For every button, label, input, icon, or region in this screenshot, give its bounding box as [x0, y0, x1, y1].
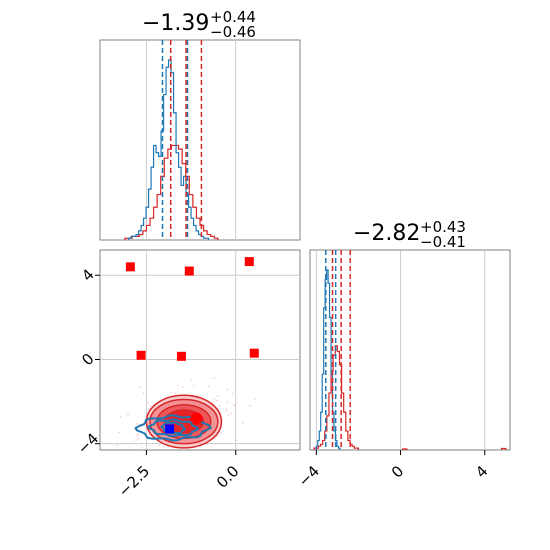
joint-sample-point	[134, 439, 137, 441]
param2-x-label-0: −4	[295, 462, 323, 490]
joint-markers	[125, 257, 259, 434]
joint-y-label-1: 0	[78, 350, 97, 369]
joint-sample-point	[227, 414, 230, 416]
param2-title-minus: −0.41	[420, 233, 466, 251]
joint-y-ticks: −4 0 4	[74, 266, 102, 458]
joint-sample-point	[137, 437, 139, 440]
joint-contour-blue-1	[147, 418, 199, 438]
joint-sample-point	[216, 399, 218, 402]
joint-contour-blue-0	[160, 421, 187, 435]
joint-sample-point	[211, 401, 214, 404]
joint-marker-6	[190, 412, 203, 425]
joint-sample-point	[213, 398, 216, 400]
joint-x-label-1: 0.0	[213, 462, 243, 492]
joint-sample-point	[249, 404, 252, 407]
joint-sample-point	[127, 414, 129, 416]
param1-quantile-lines	[161, 40, 203, 240]
joint-sample-point	[158, 444, 161, 447]
param1-title-plus: +0.44	[210, 8, 256, 26]
joint-sample-point	[216, 395, 219, 397]
joint-sample-point	[234, 404, 236, 407]
param1-histogram-blue	[127, 59, 210, 240]
joint-sample-point	[225, 410, 228, 413]
joint-sample-point	[225, 408, 228, 411]
param2-x-label-2: 4	[472, 462, 491, 481]
joint-sample-point	[142, 392, 145, 395]
param2-title: −2.82	[353, 221, 420, 246]
joint-sample-point	[136, 422, 139, 425]
joint-sample-point	[230, 412, 232, 415]
joint-panel: −2.5 0.0 −4 0 4	[74, 249, 301, 501]
joint-sample-point	[147, 402, 150, 405]
joint-marker-4	[176, 351, 186, 361]
param1-title-minus: −0.46	[210, 23, 256, 41]
joint-sample-point	[174, 392, 177, 395]
joint-marker-1	[184, 266, 194, 276]
param2-histogram-frame	[309, 249, 511, 451]
joint-sample-point	[140, 446, 143, 449]
joint-marker-5	[249, 348, 259, 358]
param1-histogram-panel: −1.39 +0.44 −0.46	[99, 8, 301, 241]
param2-quantile-lines	[325, 250, 351, 450]
joint-sample-point	[192, 384, 195, 387]
joint-sample-point	[148, 445, 151, 447]
joint-sample-point	[226, 401, 228, 404]
param2-title-plus: +0.43	[420, 218, 466, 236]
param1-title: −1.39	[142, 11, 209, 36]
param2-title-value: −2.82	[353, 221, 420, 246]
joint-x-label-0: −2.5	[115, 462, 153, 500]
joint-sample-point	[235, 439, 238, 442]
joint-marker-2	[244, 257, 254, 267]
joint-y-label-0: −4	[74, 429, 102, 457]
joint-sample-point	[253, 397, 256, 400]
joint-sample-point	[226, 388, 228, 391]
param2-histogram-grid	[315, 250, 486, 450]
param2-histogram-red-tail-1	[500, 447, 507, 450]
joint-sample-point	[242, 421, 244, 424]
joint-sample-point	[139, 386, 142, 388]
joint-sample-point	[206, 443, 209, 445]
param2-histogram-panel: −4 0 4 −2.82 +0.43 −0.41	[295, 218, 511, 490]
joint-sample-point	[177, 384, 179, 387]
joint-sample-point	[220, 432, 223, 435]
joint-sample-point	[119, 415, 122, 418]
joint-marker-3	[136, 350, 146, 360]
param2-x-label-1: 0	[388, 462, 407, 481]
param2-histogram-blue	[315, 269, 341, 450]
joint-sample-point	[118, 431, 121, 434]
joint-sample-point	[137, 433, 140, 436]
joint-sample-point	[189, 379, 192, 382]
joint-sample-point	[149, 404, 152, 407]
joint-contour-blue-2	[134, 414, 212, 442]
joint-sample-point	[218, 405, 221, 408]
param1-histogram-grid	[145, 40, 237, 240]
param2-histogram-red-tail-0	[402, 448, 408, 450]
joint-sample-point	[207, 385, 210, 388]
joint-sample-point	[231, 392, 234, 395]
joint-sample-point	[136, 434, 139, 437]
joint-sample-point	[116, 443, 119, 446]
joint-x-ticks: −2.5 0.0	[115, 450, 243, 501]
joint-sample-point	[169, 391, 172, 394]
param1-histogram-frame	[99, 39, 301, 241]
param1-title-value: −1.39	[142, 11, 209, 36]
joint-marker-0	[125, 262, 135, 272]
joint-grid	[100, 250, 300, 450]
joint-y-label-2: 4	[78, 266, 97, 285]
joint-marker-7	[165, 424, 175, 434]
joint-sample-point	[148, 434, 151, 436]
joint-sample-point	[197, 394, 199, 397]
joint-sample-point	[181, 386, 184, 388]
joint-sample-point	[213, 377, 215, 379]
joint-sample-point	[163, 445, 165, 448]
param2-x-ticks: −4 0 4	[295, 450, 492, 490]
